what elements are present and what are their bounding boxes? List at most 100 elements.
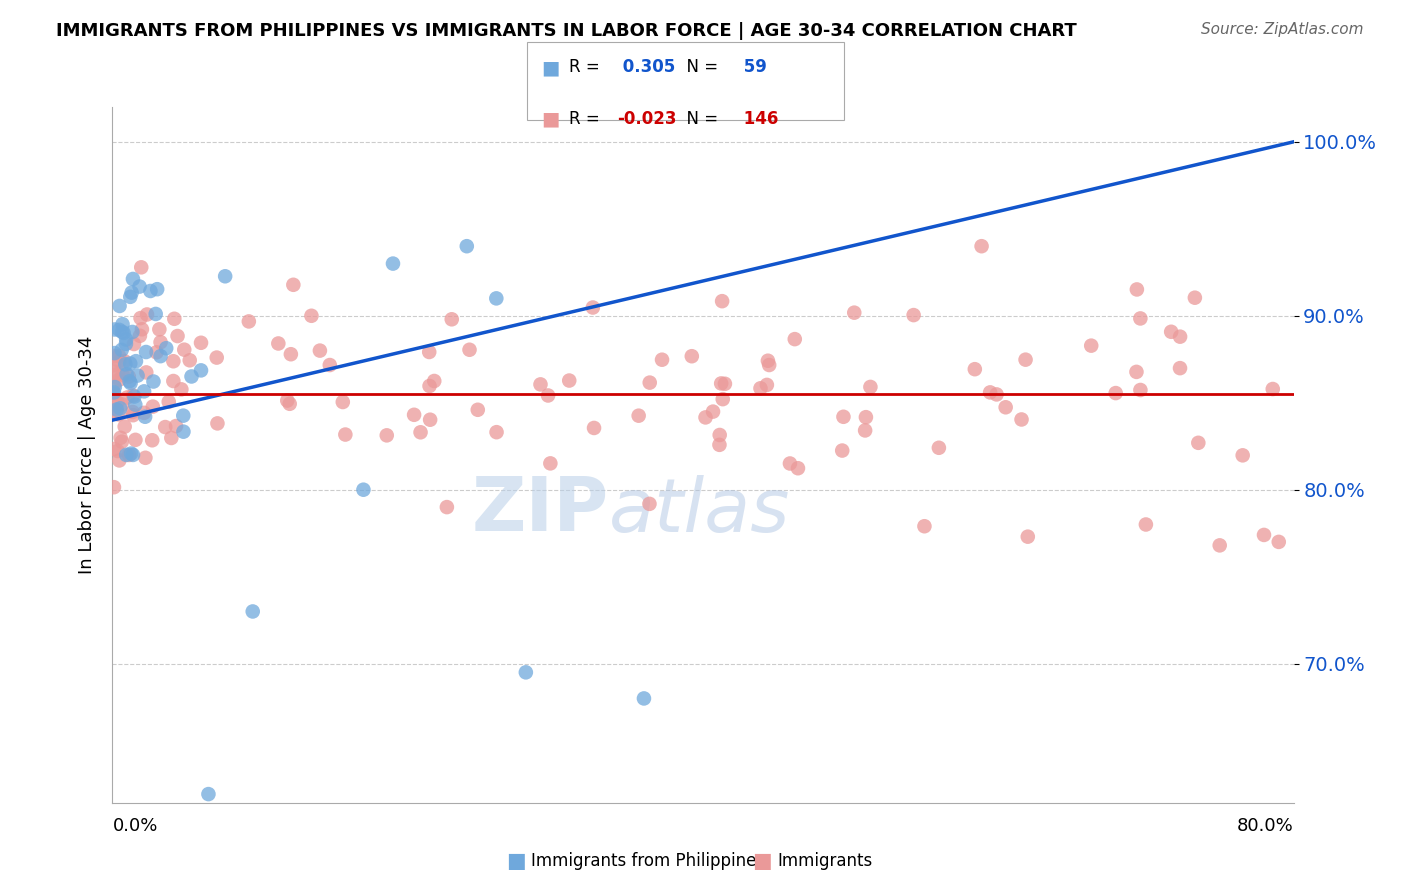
Point bbox=[111, 397, 134, 411]
Point bbox=[844, 306, 866, 320]
Point bbox=[853, 424, 876, 438]
Point bbox=[709, 428, 731, 442]
Point bbox=[103, 442, 125, 456]
Point bbox=[112, 326, 135, 340]
Point bbox=[172, 409, 194, 423]
Point bbox=[1125, 365, 1147, 379]
Point bbox=[702, 404, 724, 418]
Point bbox=[456, 239, 478, 253]
Point bbox=[173, 343, 195, 357]
Point bbox=[638, 376, 661, 390]
Point bbox=[903, 308, 925, 322]
Point bbox=[423, 374, 446, 388]
Point bbox=[114, 419, 136, 434]
Point bbox=[124, 390, 146, 404]
Point bbox=[352, 483, 374, 497]
Point bbox=[136, 308, 159, 322]
Point bbox=[214, 269, 236, 284]
Point bbox=[1187, 435, 1209, 450]
Text: ■: ■ bbox=[541, 58, 560, 77]
Point bbox=[162, 374, 184, 388]
Point bbox=[134, 409, 156, 424]
Point bbox=[129, 311, 152, 326]
Point bbox=[238, 314, 260, 328]
Point bbox=[124, 398, 146, 412]
Point bbox=[404, 408, 426, 422]
Point bbox=[695, 410, 717, 425]
Point bbox=[267, 336, 290, 351]
Point bbox=[970, 239, 993, 253]
Text: Immigrants from Philippines: Immigrants from Philippines bbox=[531, 852, 766, 870]
Point bbox=[963, 362, 986, 376]
Point bbox=[103, 378, 125, 392]
Point bbox=[165, 419, 187, 434]
Point bbox=[832, 409, 855, 424]
Point bbox=[779, 457, 801, 471]
Point bbox=[122, 408, 145, 422]
Point bbox=[125, 354, 148, 368]
Point bbox=[419, 379, 441, 393]
Point bbox=[122, 272, 145, 286]
Point bbox=[103, 358, 125, 372]
Point bbox=[197, 787, 219, 801]
Point bbox=[1014, 352, 1036, 367]
Point bbox=[107, 367, 129, 381]
Point bbox=[278, 397, 301, 411]
Point bbox=[114, 357, 136, 371]
Point bbox=[132, 406, 155, 420]
Point bbox=[128, 279, 150, 293]
Point bbox=[436, 500, 458, 514]
Text: N =: N = bbox=[676, 110, 724, 128]
Point bbox=[163, 311, 186, 326]
Text: atlas: atlas bbox=[609, 475, 790, 547]
Point bbox=[979, 385, 1001, 400]
Point bbox=[108, 372, 131, 386]
Point bbox=[104, 365, 127, 379]
Point bbox=[928, 441, 950, 455]
Point bbox=[335, 427, 357, 442]
Point bbox=[120, 290, 142, 304]
Point bbox=[537, 388, 560, 402]
Point bbox=[103, 392, 125, 407]
Point bbox=[709, 438, 731, 452]
Point bbox=[142, 400, 165, 414]
Point bbox=[1011, 412, 1033, 426]
Text: R =: R = bbox=[569, 58, 606, 76]
Point bbox=[121, 325, 143, 339]
Point bbox=[994, 401, 1017, 415]
Point bbox=[105, 402, 128, 417]
Point bbox=[749, 381, 772, 395]
Point bbox=[121, 285, 143, 300]
Point bbox=[855, 410, 877, 425]
Point bbox=[859, 380, 882, 394]
Y-axis label: In Labor Force | Age 30-34: In Labor Force | Age 30-34 bbox=[77, 335, 96, 574]
Point bbox=[108, 401, 131, 416]
Point bbox=[529, 377, 551, 392]
Point bbox=[146, 282, 169, 296]
Point bbox=[108, 453, 131, 467]
Point bbox=[103, 404, 125, 418]
Point bbox=[124, 433, 146, 447]
Text: 80.0%: 80.0% bbox=[1237, 817, 1294, 835]
Point bbox=[755, 378, 778, 392]
Point bbox=[135, 345, 157, 359]
Point bbox=[134, 450, 156, 465]
Point bbox=[104, 380, 127, 394]
Point bbox=[467, 402, 489, 417]
Point bbox=[1160, 325, 1182, 339]
Point bbox=[485, 425, 508, 439]
Point bbox=[1126, 282, 1149, 296]
Point bbox=[711, 392, 734, 406]
Point bbox=[121, 405, 143, 419]
Point bbox=[1168, 329, 1191, 343]
Text: 146: 146 bbox=[738, 110, 779, 128]
Text: Source: ZipAtlas.com: Source: ZipAtlas.com bbox=[1201, 22, 1364, 37]
Text: ■: ■ bbox=[752, 851, 772, 871]
Point bbox=[1253, 528, 1275, 542]
Point bbox=[107, 444, 129, 458]
Point bbox=[831, 443, 853, 458]
Point bbox=[103, 387, 125, 401]
Point bbox=[783, 332, 806, 346]
Point bbox=[149, 349, 172, 363]
Point bbox=[103, 480, 125, 494]
